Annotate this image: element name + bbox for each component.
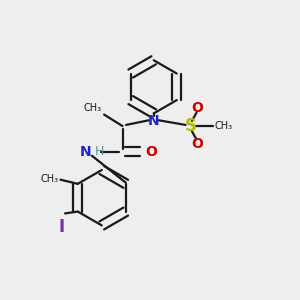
Text: O: O: [192, 101, 204, 115]
Text: S: S: [185, 117, 197, 135]
Text: O: O: [146, 145, 158, 158]
Text: CH₃: CH₃: [83, 103, 101, 113]
Text: N: N: [80, 145, 92, 158]
Text: CH₃: CH₃: [215, 121, 233, 131]
Text: O: O: [192, 137, 204, 151]
Text: I: I: [58, 218, 65, 236]
Text: N: N: [148, 115, 160, 128]
Text: H: H: [95, 145, 104, 158]
Text: CH₃: CH₃: [40, 174, 58, 184]
